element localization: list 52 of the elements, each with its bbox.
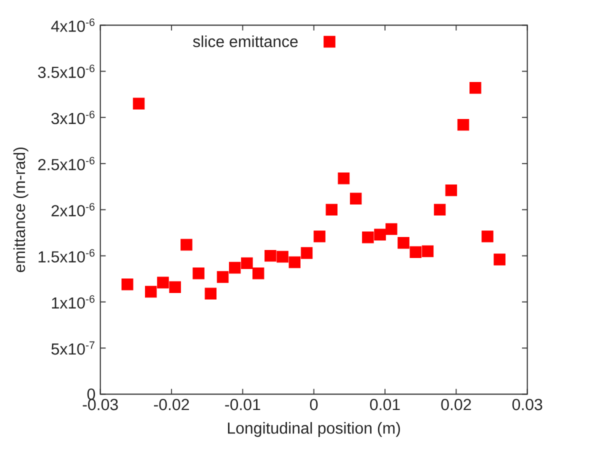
point bbox=[145, 286, 157, 298]
point bbox=[374, 228, 386, 240]
point bbox=[326, 204, 338, 216]
point bbox=[132, 98, 145, 110]
point bbox=[324, 36, 336, 48]
point bbox=[276, 250, 288, 263]
y-tick-label: 5x10$^{-7}$ bbox=[51, 341, 94, 355]
point bbox=[241, 257, 253, 270]
point bbox=[288, 256, 300, 268]
x-tick-label: 0.01 bbox=[370, 398, 400, 410]
y-tick-label: 4x10$^{-6}$ bbox=[51, 18, 94, 32]
point bbox=[434, 204, 446, 216]
x-tick-label: -0.02 bbox=[154, 398, 189, 410]
point bbox=[228, 262, 241, 274]
point bbox=[410, 246, 422, 258]
x-axis-title: Longitudinal position (m) bbox=[228, 422, 400, 437]
y-tick-label: 0 bbox=[87, 388, 96, 400]
x-tick-label: 0.03 bbox=[512, 398, 542, 410]
point bbox=[386, 223, 398, 235]
point bbox=[216, 271, 229, 283]
point bbox=[252, 267, 264, 280]
point bbox=[362, 231, 374, 244]
point bbox=[264, 250, 276, 262]
point bbox=[350, 192, 362, 204]
x-tick-label: -0.03 bbox=[82, 398, 118, 410]
x-tick-label: -0.01 bbox=[225, 398, 260, 410]
y-tick-label: 2x10$^{-6}$ bbox=[52, 202, 94, 216]
point bbox=[157, 276, 169, 288]
point bbox=[445, 184, 458, 196]
y-tick-label: 2.5x10$^{-6}$ bbox=[38, 156, 94, 170]
point bbox=[398, 237, 410, 249]
y-tick-label: 1x10$^{-6}$ bbox=[52, 295, 94, 309]
point bbox=[314, 230, 326, 242]
point bbox=[204, 288, 217, 300]
point bbox=[192, 267, 204, 280]
point bbox=[482, 230, 494, 242]
y-tick-label: 3.5x10$^{-6}$ bbox=[38, 64, 94, 78]
y-tick-label: 1.5x10$^{-6}$ bbox=[38, 249, 94, 263]
point bbox=[422, 245, 434, 258]
point bbox=[457, 118, 470, 131]
text: slice emittance bbox=[193, 35, 298, 48]
point bbox=[169, 281, 181, 294]
point bbox=[470, 82, 482, 94]
y-axis-title: emittance (m-rad) bbox=[13, 148, 28, 272]
point bbox=[180, 238, 192, 251]
x-tick-label: 0 bbox=[310, 398, 318, 410]
point bbox=[122, 278, 134, 290]
y-tick-label: 3x10$^{-6}$ bbox=[51, 110, 94, 124]
point bbox=[494, 254, 506, 266]
point bbox=[338, 172, 350, 184]
point bbox=[300, 247, 313, 259]
x-tick-label: 0.02 bbox=[441, 398, 471, 410]
